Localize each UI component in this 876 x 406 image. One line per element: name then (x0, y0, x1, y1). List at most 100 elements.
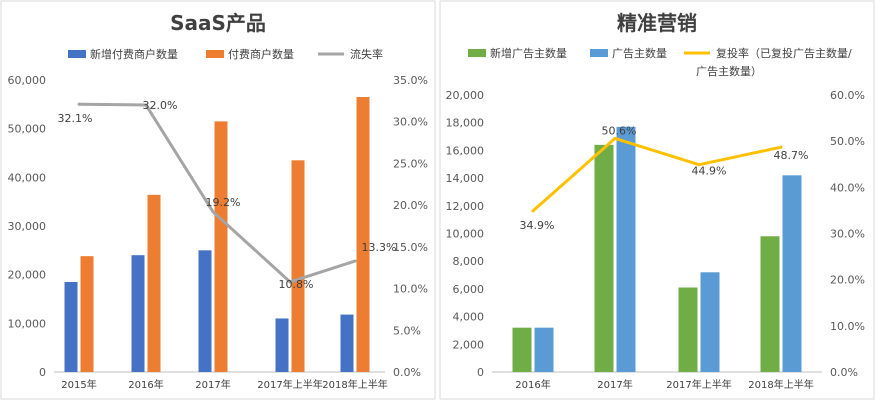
y-tick-label: 16,000 (446, 144, 485, 157)
legend-swatch (590, 49, 608, 57)
legend-item: 新增广告主数量 (468, 46, 567, 60)
y-tick-label: 5.0% (393, 324, 421, 337)
bar (198, 250, 212, 372)
x-tick-label: 2015年 (61, 378, 96, 391)
line-point (77, 102, 81, 106)
y-tick-label: 12,000 (446, 200, 485, 213)
line-point (211, 210, 215, 214)
x-tick-label: 2016年 (515, 378, 550, 391)
y-tick-label: 10,000 (8, 317, 47, 330)
y-tick-label: 14,000 (446, 172, 485, 185)
y-tick-label: 10.0% (393, 283, 428, 296)
y-tick-label: 25.0% (393, 157, 428, 170)
y-tick-label: 20.0% (393, 199, 428, 212)
legend-swatch (468, 49, 486, 57)
legend-item: 广告主数量 (590, 47, 667, 60)
y-tick-label: 60,000 (8, 74, 47, 87)
bar (534, 327, 554, 372)
y-tick-label: 20,000 (446, 89, 485, 102)
data-label: 48.7% (774, 149, 809, 162)
data-label: 32.0% (143, 99, 178, 112)
y-tick-label: 10.0% (830, 320, 865, 333)
y-axis-right: 0.0% 10.0% 20.0% 30.0% 40.0% 50.0% 60.0% (830, 89, 865, 379)
y-tick-label: 0 (477, 366, 484, 379)
bar (512, 327, 532, 372)
bar (340, 314, 354, 372)
bar (131, 255, 145, 372)
bars (512, 126, 802, 372)
x-tick-label: 2016年 (128, 378, 163, 391)
line-point (288, 280, 292, 284)
bar (594, 144, 614, 372)
bar-series (512, 144, 780, 372)
y-tick-label: 20,000 (8, 269, 47, 282)
legend-item: 新增付费商户数量 (68, 47, 178, 61)
data-label: 19.2% (206, 196, 241, 209)
y-tick-label: 30.0% (830, 228, 865, 241)
legend-item: 付费商户数量 (206, 47, 294, 61)
y-tick-label: 20.0% (830, 274, 865, 287)
data-label: 32.1% (58, 112, 93, 125)
bar (291, 160, 305, 372)
data-label: 10.8% (279, 278, 314, 291)
x-axis: 2015年 2016年 2017年 2017年上半年 2018年上半年 (61, 378, 387, 391)
bar (275, 318, 289, 372)
y-axis-left: 0 10,000 20,000 30,000 40,000 50,000 60,000 (8, 74, 47, 379)
x-tick-label: 2017年上半年 (257, 378, 322, 391)
legend-label: 广告主数量 (612, 47, 667, 60)
bar (80, 256, 94, 372)
y-tick-label: 50,000 (8, 123, 47, 136)
data-label: 34.9% (520, 219, 555, 232)
legend-label: 复投率（已复投广告主数量/ (716, 46, 852, 60)
bar-series (80, 97, 370, 373)
bar (147, 194, 161, 372)
line-point (779, 145, 783, 149)
line-point (697, 163, 701, 167)
series-line (532, 136, 782, 213)
legend: 新增付费商户数量 付费商户数量 流失率 (68, 47, 383, 61)
x-tick-label: 2018年上半年 (748, 378, 813, 391)
y-tick-label: 18,000 (446, 117, 485, 130)
bar (782, 175, 802, 372)
line-series: 34.9% 50.6% 44.9% 48.7% (520, 124, 809, 231)
x-tick-label: 2018年上半年 (322, 378, 387, 391)
legend-item: 复投率（已复投广告主数量/广告主数量） (684, 46, 852, 78)
y-tick-label: 2,000 (453, 338, 485, 351)
data-label: 13.3% (362, 241, 397, 254)
bars (64, 97, 370, 373)
x-tick-label: 2017年 (597, 378, 632, 391)
y-tick-label: 50.0% (830, 135, 865, 148)
bar-series (64, 250, 354, 372)
data-label: 44.9% (692, 165, 727, 178)
bar (64, 281, 78, 372)
y-tick-label: 4,000 (453, 311, 485, 324)
line-series: 32.1% 32.0% 19.2% 10.8% 13.3% (58, 99, 397, 291)
y-tick-label: 0 (39, 366, 46, 379)
legend-label: 新增付费商户数量 (90, 47, 178, 61)
data-label: 50.6% (602, 124, 637, 137)
legend-label: 流失率 (350, 47, 383, 61)
legend-label: 广告主数量） (696, 65, 762, 78)
y-tick-label: 60.0% (830, 89, 865, 102)
y-tick-label: 15.0% (393, 241, 428, 254)
y-tick-label: 8,000 (453, 255, 485, 268)
bar (356, 97, 370, 373)
bar (760, 236, 780, 372)
legend-label: 付费商户数量 (228, 47, 294, 61)
legend-swatch (206, 50, 224, 58)
y-tick-label: 30.0% (393, 116, 428, 129)
line-point (144, 103, 148, 107)
panel-frame (439, 0, 875, 400)
line-point (613, 136, 617, 140)
y-axis-right: 0.0% 5.0% 10.0% 15.0% 20.0% 25.0% 30.0% 35.0% (393, 74, 428, 379)
line-point (353, 259, 357, 263)
legend-item: 流失率 (318, 47, 383, 61)
chart-title: SaaS产品 (170, 11, 266, 35)
y-axis-left: 0 2,000 4,000 6,000 8,000 10,000 12,000 14,000 1… (446, 89, 485, 379)
y-tick-label: 6,000 (453, 283, 485, 296)
bar (700, 272, 720, 372)
